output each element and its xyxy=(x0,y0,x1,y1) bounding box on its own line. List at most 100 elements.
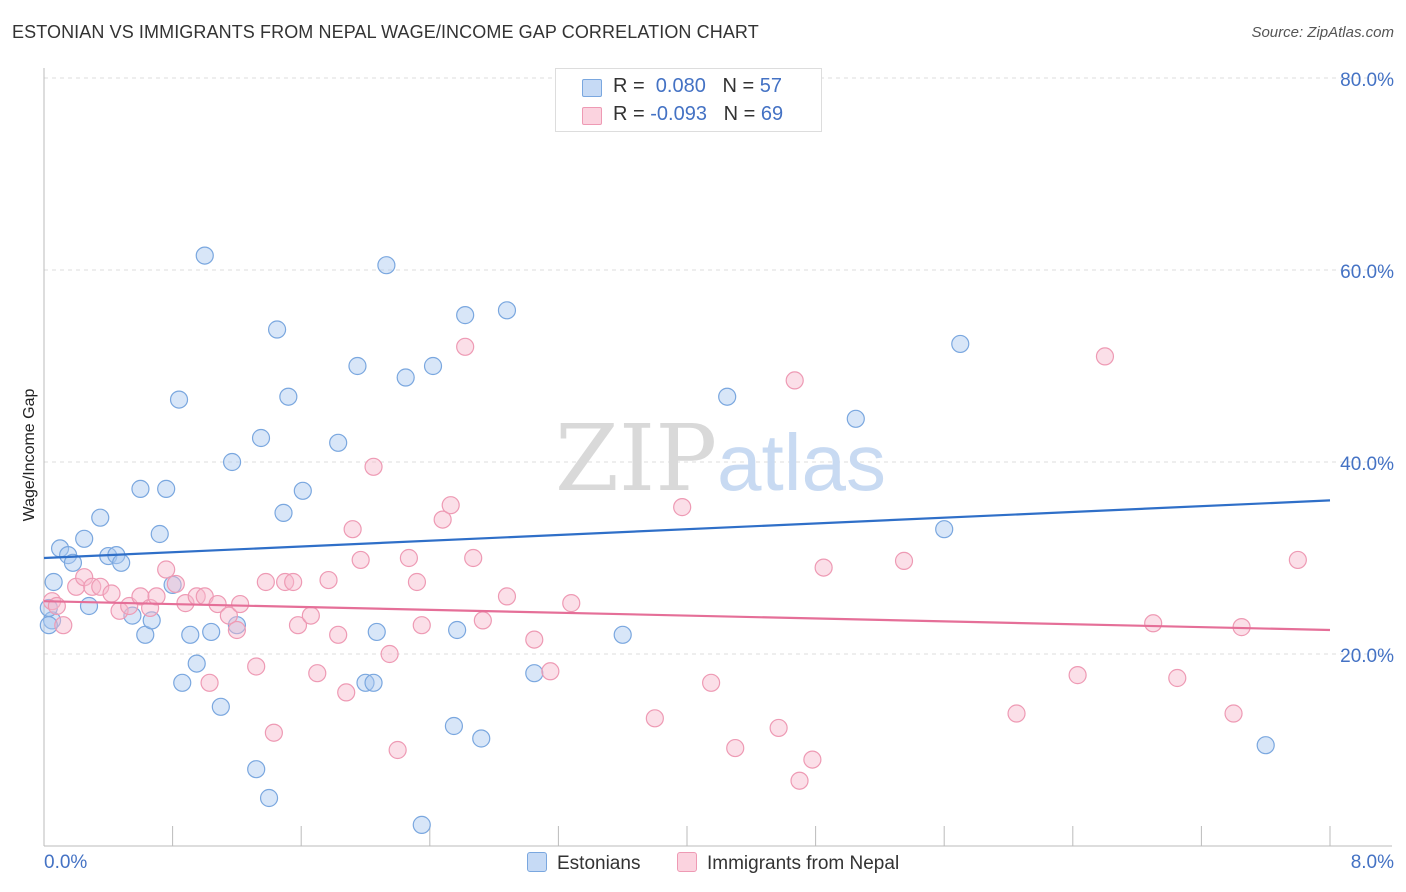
nepal-point xyxy=(231,594,250,614)
nepal-point xyxy=(329,625,348,644)
n-label: N = xyxy=(723,103,761,125)
nepal-point xyxy=(200,673,219,692)
nepal-point xyxy=(894,551,914,570)
nepal-point xyxy=(412,616,431,635)
nepal-point xyxy=(227,620,246,640)
nepal-point xyxy=(497,587,517,606)
estonian-point xyxy=(75,529,94,548)
n-label: N = xyxy=(722,75,760,97)
nepal-point xyxy=(351,550,370,570)
estonian-point xyxy=(329,433,348,452)
estonian-point xyxy=(211,697,230,716)
estonian-point xyxy=(202,622,221,642)
nepal-point xyxy=(1168,668,1187,688)
estonian-point xyxy=(39,616,58,635)
estonian-point xyxy=(367,622,386,642)
estonian-point xyxy=(251,428,271,448)
nepal-point xyxy=(407,572,427,592)
nepal-point xyxy=(1068,666,1087,685)
r-label: R = xyxy=(613,75,651,97)
estonian-point xyxy=(1256,736,1275,755)
estonian-point xyxy=(497,301,517,320)
nepal-point xyxy=(388,740,407,760)
legend-item-nepal: Immigrants from Nepal xyxy=(677,852,899,875)
y-tick-label: 80.0% xyxy=(1340,70,1394,91)
source-label: Source: ZipAtlas.com xyxy=(1251,24,1394,41)
nepal-point xyxy=(726,738,745,758)
estonian-point xyxy=(412,815,431,834)
legend-row-text: R = -0.093 N = 69 xyxy=(613,103,783,126)
nepal-point xyxy=(562,594,581,613)
estonian-point xyxy=(63,553,83,572)
legend-row-nepal: R = -0.093 N = 69 xyxy=(556,101,821,129)
data-points xyxy=(39,246,1307,834)
estonian-point xyxy=(472,729,491,748)
nepal-point xyxy=(319,570,338,590)
nepal-point xyxy=(157,560,176,579)
nepal-point xyxy=(473,611,492,630)
estonian-point xyxy=(525,664,544,683)
chart-title: ESTONIAN VS IMMIGRANTS FROM NEPAL WAGE/I… xyxy=(12,22,759,42)
legend-row-estonians: R = 0.080 N = 57 xyxy=(556,73,821,101)
r-value: -0.093 xyxy=(650,103,707,125)
nepal-point xyxy=(1224,704,1243,723)
estonian-point xyxy=(951,334,970,354)
estonian-point xyxy=(150,524,169,544)
estonian-point xyxy=(79,596,99,616)
nepal-point xyxy=(247,657,266,676)
nepal-point xyxy=(399,548,419,568)
estonian-point xyxy=(293,481,312,500)
y-tick-label: 40.0% xyxy=(1340,454,1394,475)
nepal-point xyxy=(541,662,560,681)
n-value: 57 xyxy=(759,75,783,97)
legend-label: Estonians xyxy=(557,853,641,874)
nepal-point xyxy=(256,572,275,592)
nepal-point xyxy=(785,371,804,390)
estonian-point xyxy=(195,246,214,265)
nepal-point xyxy=(337,683,356,702)
estonians-swatch xyxy=(582,79,602,97)
nepal-point xyxy=(284,572,303,592)
nepal-point xyxy=(147,587,166,606)
nepal-point xyxy=(464,548,483,568)
nepal-point xyxy=(102,584,121,603)
estonian-point xyxy=(173,673,192,692)
estonians-legend-swatch xyxy=(527,852,547,872)
nepal-point xyxy=(702,673,721,692)
nepal-point xyxy=(525,630,544,649)
nepal-point xyxy=(166,574,185,594)
series-legend: Estonians Immigrants from Nepal xyxy=(0,852,1406,880)
watermark-atlas: atlas xyxy=(717,418,886,507)
correlation-legend: R = 0.080 N = 57 R = -0.093 N = 69 xyxy=(555,68,822,132)
estonian-point xyxy=(364,673,383,692)
nepal-point xyxy=(219,606,238,625)
nepal-point xyxy=(308,664,327,683)
nepal-point xyxy=(433,510,452,529)
estonian-point xyxy=(91,508,110,527)
estonian-point xyxy=(131,479,150,498)
r-label: R = xyxy=(613,103,651,125)
estonian-point xyxy=(157,479,176,498)
nepal-point xyxy=(1144,614,1163,633)
r-value: 0.080 xyxy=(650,75,706,97)
nepal-point xyxy=(54,616,73,635)
estonian-point xyxy=(44,572,63,592)
estonian-point xyxy=(267,320,287,339)
nepal-point xyxy=(769,718,788,738)
watermark-zip: ZIP xyxy=(555,405,717,512)
estonian-point xyxy=(348,356,367,376)
nepal-point xyxy=(673,498,692,517)
n-value: 69 xyxy=(760,103,784,125)
estonian-point xyxy=(448,620,467,640)
nepal-legend-swatch xyxy=(677,852,697,872)
nepal-point xyxy=(380,644,399,664)
nepal-point xyxy=(364,457,383,476)
legend-item-estonians: Estonians xyxy=(527,852,640,875)
estonian-point xyxy=(846,409,865,428)
estonian-point xyxy=(187,654,206,673)
estonian-point xyxy=(396,368,415,387)
estonian-point xyxy=(377,256,396,275)
estonian-point xyxy=(423,356,443,376)
estonian-trend-line xyxy=(43,499,1331,560)
